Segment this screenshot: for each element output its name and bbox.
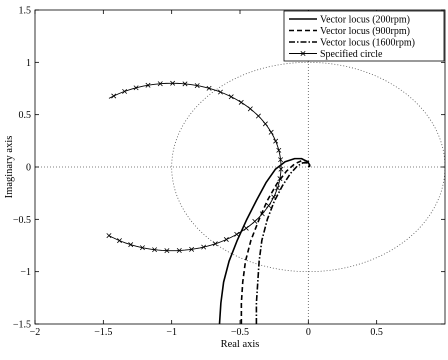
specified-circle-marker [111, 93, 117, 99]
specified-circle-marker [152, 247, 158, 253]
x-tick-label: −0.5 [231, 327, 249, 338]
specified-circle-marker [176, 248, 182, 254]
specified-circle-marker [182, 81, 188, 87]
x-tick-label: −2 [30, 327, 41, 338]
specified-circle-marker [255, 113, 261, 119]
specified-circle-marker [275, 185, 280, 191]
plot-area [35, 10, 445, 324]
specified-circle-marker [122, 88, 128, 94]
specified-circle-marker [206, 85, 212, 91]
specified-circle-marker [212, 241, 218, 247]
specified-circle-marker [194, 83, 200, 89]
x-tick-label: 0.5 [370, 327, 383, 338]
specified-circle-marker [276, 147, 282, 153]
legend-entry: Vector locus (1600rpm) [289, 38, 415, 49]
y-tick-label: 0 [26, 163, 31, 174]
specified-circle-marker [128, 242, 134, 248]
specified-circle-marker [106, 233, 112, 239]
specified-circle-marker [234, 231, 240, 237]
specified-circle-marker [238, 99, 244, 105]
legend-label: Vector locus (1600rpm) [320, 38, 415, 49]
x-tick-label: −1 [166, 327, 177, 338]
specified-circle-marker [266, 203, 272, 209]
specified-circle-marker [243, 225, 249, 231]
specified-circle-marker [133, 85, 139, 91]
y-axis-label: Imaginary axis [4, 136, 15, 199]
legend-label: Specified circle [320, 49, 383, 60]
series-3 [255, 162, 311, 324]
series-line-solid [218, 157, 311, 324]
specified-circle-marker [252, 218, 258, 224]
y-tick-label: −0.5 [13, 215, 31, 226]
specified-circle-marker [189, 246, 195, 252]
y-tick-label: 1 [26, 58, 31, 69]
specified-circle-marker [247, 106, 253, 112]
legend-label: Vector locus (200rpm) [320, 15, 410, 26]
specified-circle-marker [278, 157, 284, 163]
unit-circle [171, 61, 445, 273]
specified-circle-marker [262, 121, 268, 127]
specified-circle-line [108, 82, 282, 252]
legend-entry: Vector locus (900rpm) [289, 26, 410, 37]
specified-circle-marker [273, 138, 279, 144]
specified-circle-marker [223, 237, 229, 242]
x-axis-label: Real axis [221, 339, 260, 350]
specified-circle-marker [145, 82, 151, 88]
legend: Vector locus (200rpm)Vector locus (900rp… [283, 10, 445, 62]
y-tick-label: −1 [20, 267, 31, 278]
specified-circle-marker [201, 244, 207, 250]
series-4 [106, 80, 284, 254]
series-1 [218, 157, 311, 324]
specified-circle-marker [217, 89, 223, 95]
legend-label: Vector locus (900rpm) [320, 26, 410, 37]
specified-circle-marker [157, 81, 163, 87]
specified-circle-marker [278, 166, 284, 172]
y-tick-label: 0.5 [19, 110, 32, 121]
specified-circle-marker [117, 238, 122, 244]
specified-circle-marker [268, 129, 274, 135]
y-tick-label: 1.5 [19, 6, 32, 17]
specified-circle-marker [277, 176, 283, 182]
specified-circle-marker [164, 248, 170, 254]
series-line-dashdot [255, 162, 311, 324]
specified-circle-marker [228, 94, 234, 100]
y-tick-label: −1.5 [13, 320, 31, 331]
specified-circle-marker [139, 245, 145, 251]
x-tick-label: −1.5 [94, 327, 112, 338]
legend-entry: Specified circle [289, 49, 383, 60]
legend-marker [300, 51, 306, 56]
specified-circle-marker [170, 80, 176, 86]
specified-circle-marker [259, 211, 265, 217]
x-tick-label: 0 [306, 327, 311, 338]
legend-entry: Vector locus (200rpm) [289, 15, 410, 26]
specified-circle-marker [271, 194, 277, 200]
